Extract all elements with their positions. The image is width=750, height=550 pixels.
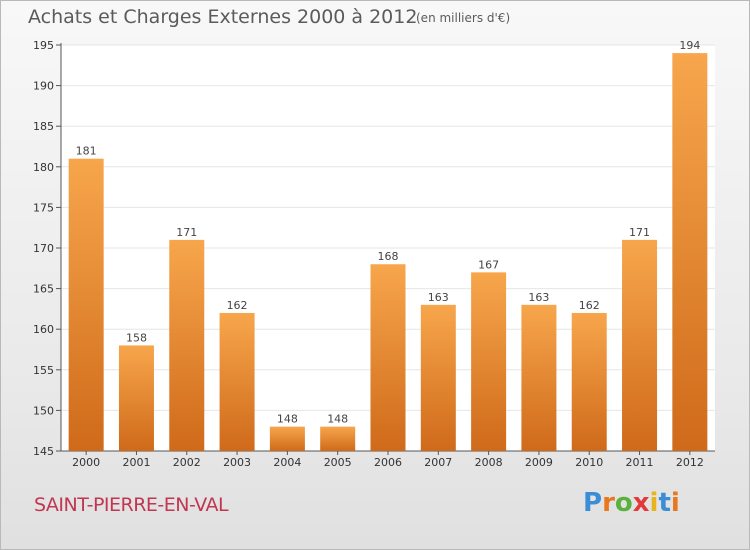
x-tick-label: 2000 <box>72 456 100 469</box>
x-tick-label: 2011 <box>626 456 654 469</box>
bar <box>269 426 305 451</box>
x-tick-label: 2002 <box>173 456 201 469</box>
bar-value-label: 148 <box>327 413 348 426</box>
place-name: SAINT-PIERRE-EN-VAL <box>34 494 229 516</box>
logo-letter: o <box>614 488 633 518</box>
bar <box>320 426 356 451</box>
y-tick-label: 155 <box>33 364 54 377</box>
bar <box>169 239 205 451</box>
y-tick-label: 180 <box>33 161 54 174</box>
x-tick-label: 2004 <box>273 456 301 469</box>
bar-value-label: 194 <box>679 39 700 52</box>
bar <box>219 312 255 451</box>
logo-letter: P <box>583 488 603 518</box>
x-tick-label: 2006 <box>374 456 402 469</box>
x-tick-label: 2001 <box>122 456 150 469</box>
bar-value-label: 167 <box>478 258 499 271</box>
y-tick-label: 145 <box>33 445 54 458</box>
y-tick-label: 185 <box>33 120 54 133</box>
y-tick-label: 160 <box>33 323 54 336</box>
x-tick-label: 2009 <box>525 456 553 469</box>
y-tick-label: 175 <box>33 201 54 214</box>
x-tick-label: 2003 <box>223 456 251 469</box>
y-tick-label: 190 <box>33 80 54 93</box>
bar <box>118 345 154 451</box>
bar <box>571 312 607 451</box>
y-tick-label: 150 <box>33 404 54 417</box>
logo-letter: i <box>670 488 680 518</box>
bar-value-label: 163 <box>528 291 549 304</box>
x-tick-label: 2012 <box>676 456 704 469</box>
bar <box>471 272 507 451</box>
x-tick-label: 2010 <box>575 456 603 469</box>
bar-value-label: 162 <box>227 299 248 312</box>
chart-title: Achats et Charges Externes 2000 à 2012 <box>28 6 418 28</box>
bar-value-label: 181 <box>76 145 97 158</box>
bar <box>521 304 557 451</box>
bar-value-label: 162 <box>579 299 600 312</box>
bar <box>420 304 456 451</box>
y-tick-label: 195 <box>33 39 54 52</box>
x-tick-label: 2005 <box>324 456 352 469</box>
x-tick-label: 2008 <box>475 456 503 469</box>
y-tick-label: 170 <box>33 242 54 255</box>
chart-subtitle: (en milliers d'€) <box>416 11 511 25</box>
x-tick-label: 2007 <box>424 456 452 469</box>
proxiti-logo[interactable]: Proxiti <box>583 488 680 518</box>
logo-letter: x <box>632 488 650 518</box>
bar <box>68 158 104 451</box>
bar-value-label: 148 <box>277 413 298 426</box>
y-tick-label: 165 <box>33 283 54 296</box>
bar <box>622 239 658 451</box>
bar-value-label: 171 <box>629 226 650 239</box>
bar-value-label: 158 <box>126 331 147 344</box>
bar-value-label: 168 <box>378 250 399 263</box>
logo-letter: r <box>602 488 615 518</box>
bar <box>370 264 406 451</box>
bar <box>672 53 708 452</box>
bar-value-label: 163 <box>428 291 449 304</box>
logo-letter: t <box>658 488 671 518</box>
bar-value-label: 171 <box>176 226 197 239</box>
logo-letter: i <box>649 488 659 518</box>
